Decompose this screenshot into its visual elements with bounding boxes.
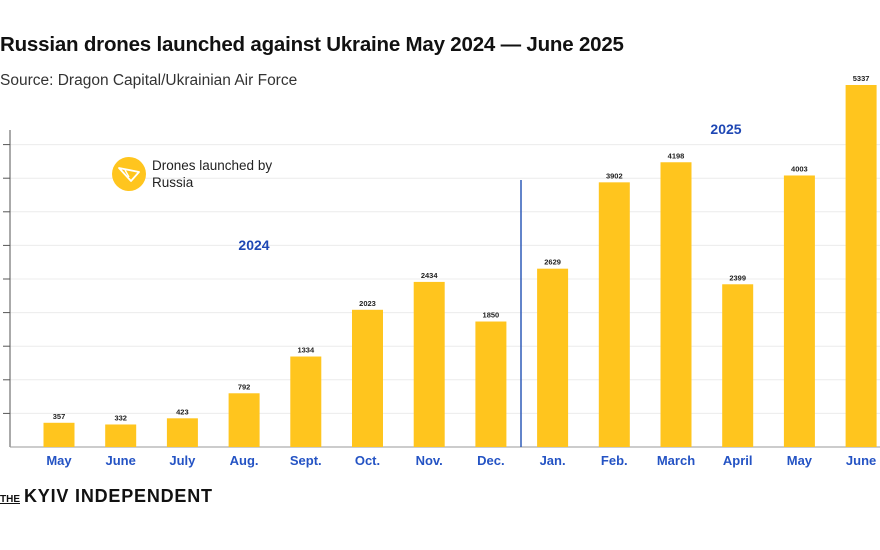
drone-icon bbox=[112, 157, 146, 191]
bar-6 bbox=[352, 309, 383, 447]
bar-13 bbox=[783, 175, 815, 448]
bar-9 bbox=[537, 268, 569, 447]
data-labels: 357 332 423 792 1334 2023 2434 1850 2629 3902 4198… bbox=[53, 74, 870, 422]
chart-title: Russian drones launched against Ukraine … bbox=[0, 33, 624, 56]
bar-5 bbox=[290, 356, 322, 447]
bar-3 bbox=[166, 418, 198, 447]
data-label-2: 332 bbox=[114, 413, 127, 422]
data-label-5: 1334 bbox=[297, 346, 315, 355]
bar-10 bbox=[598, 182, 630, 447]
bar-4 bbox=[228, 393, 260, 447]
data-label-4: 792 bbox=[238, 382, 251, 391]
data-label-12: 2399 bbox=[729, 273, 746, 282]
data-label-9: 2629 bbox=[544, 258, 561, 267]
legend: Drones launched by Russia bbox=[112, 157, 282, 191]
data-label-7: 2434 bbox=[421, 271, 439, 280]
bar-1 bbox=[43, 422, 75, 447]
x-label-5: Sept. bbox=[290, 453, 322, 468]
bar-11 bbox=[660, 162, 692, 447]
data-label-11: 4198 bbox=[668, 151, 685, 160]
x-label-11: March bbox=[657, 453, 695, 468]
bar-14 bbox=[845, 85, 877, 447]
logo-name: KYIV INDEPENDENT bbox=[24, 486, 213, 506]
bar-2 bbox=[105, 424, 137, 447]
legend-label: Drones launched by Russia bbox=[152, 158, 273, 190]
bar-12 bbox=[722, 284, 754, 447]
x-label-9: Jan. bbox=[540, 453, 566, 468]
logo-the: THE bbox=[0, 494, 20, 505]
bar-7 bbox=[413, 281, 445, 447]
x-tick-labels: May June July Aug. Sept. Oct. Nov. Dec. Jan. Feb.… bbox=[46, 453, 876, 468]
x-label-1: May bbox=[46, 453, 72, 468]
x-label-12: April bbox=[723, 453, 753, 468]
chart-subtitle: Source: Dragon Capital/Ukrainian Air For… bbox=[0, 72, 298, 89]
data-label-3: 423 bbox=[176, 407, 189, 416]
x-label-2: June bbox=[106, 453, 136, 468]
x-label-3: July bbox=[169, 453, 196, 468]
bar-series bbox=[43, 85, 877, 448]
data-label-6: 2023 bbox=[359, 299, 376, 308]
x-label-8: Dec. bbox=[477, 453, 504, 468]
x-label-4: Aug. bbox=[230, 453, 259, 468]
x-label-6: Oct. bbox=[355, 453, 380, 468]
data-label-10: 3902 bbox=[606, 171, 623, 180]
x-label-7: Nov. bbox=[416, 453, 443, 468]
x-label-14: June bbox=[846, 453, 876, 468]
year-label-2025: 2025 bbox=[710, 121, 741, 137]
year-label-2024: 2024 bbox=[238, 237, 269, 253]
data-label-14: 5337 bbox=[853, 74, 870, 83]
bar-8 bbox=[475, 321, 507, 447]
x-label-10: Feb. bbox=[601, 453, 628, 468]
data-label-13: 4003 bbox=[791, 164, 808, 173]
x-label-13: May bbox=[787, 453, 813, 468]
data-label-1: 357 bbox=[53, 412, 66, 421]
publisher-logo: THE KYIV INDEPENDENT bbox=[0, 486, 213, 507]
data-label-8: 1850 bbox=[483, 311, 500, 320]
